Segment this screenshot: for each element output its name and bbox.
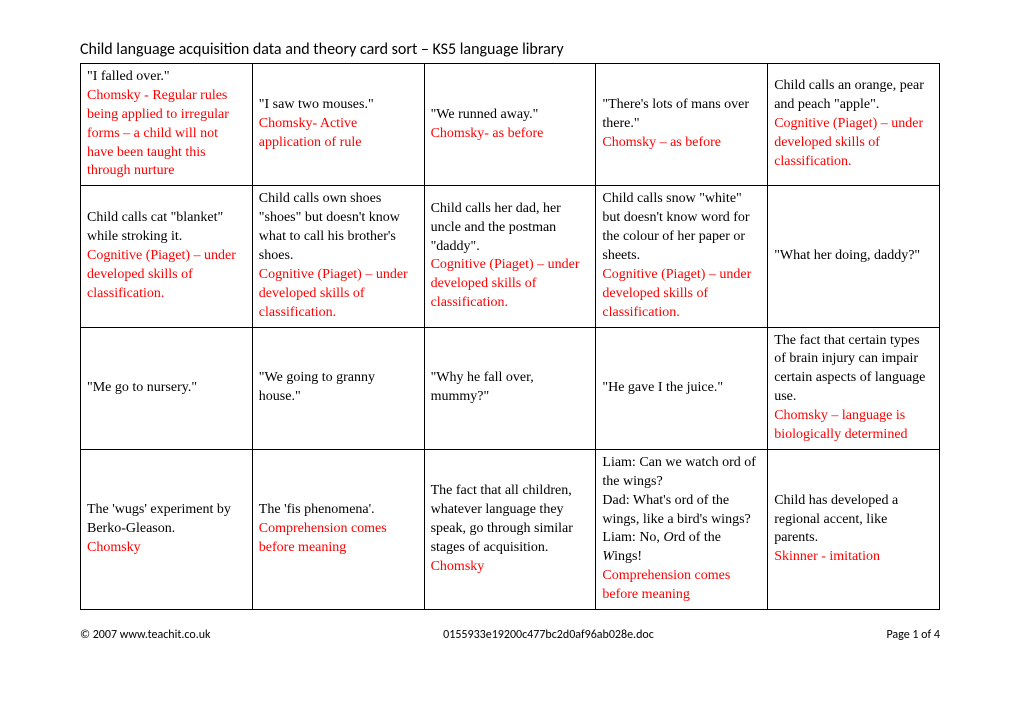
card-example: "He gave I the juice." xyxy=(602,379,761,398)
card-example: The 'fis phenomena'. xyxy=(259,501,418,520)
table-row: The 'wugs' experiment by Berko-Gleason.C… xyxy=(81,449,940,609)
card-cell: "I falled over."Chomsky - Regular rules … xyxy=(81,64,253,186)
table-row: Child calls cat "blanket" while stroking… xyxy=(81,186,940,327)
card-cell: Child calls snow "white" but doesn't kno… xyxy=(596,186,768,327)
card-example: "I falled over." xyxy=(87,68,246,87)
card-cell: "We runned away."Chomsky- as before xyxy=(424,64,596,186)
card-cell: "I saw two mouses."Chomsky- Active appli… xyxy=(252,64,424,186)
card-theory: Chomsky - Regular rules being applied to… xyxy=(87,87,246,181)
card-example: "There's lots of mans over there." xyxy=(602,96,761,134)
card-example: "We runned away." xyxy=(431,106,590,125)
footer-left: © 2007 www.teachit.co.uk xyxy=(80,628,210,642)
card-example: "Why he fall over, mummy?" xyxy=(431,369,590,407)
card-example: Child calls her dad, her uncle and the p… xyxy=(431,200,590,257)
card-cell: Child calls cat "blanket" while stroking… xyxy=(81,186,253,327)
card-cell: The fact that all children, whatever lan… xyxy=(424,449,596,609)
card-example: "Me go to nursery." xyxy=(87,379,246,398)
card-theory: Chomsky xyxy=(431,558,590,577)
card-cell: "We going to granny house." xyxy=(252,327,424,449)
card-theory: Chomsky- as before xyxy=(431,125,590,144)
card-theory: Skinner - imitation xyxy=(774,548,933,567)
card-theory: Chomsky xyxy=(87,539,246,558)
page-footer: © 2007 www.teachit.co.uk 0155933e19200c4… xyxy=(80,628,940,642)
card-cell: Liam: Can we watch ord of the wings?Dad:… xyxy=(596,449,768,609)
card-example: "What her doing, daddy?" xyxy=(774,247,933,266)
card-example: Child calls an orange, pear and peach "a… xyxy=(774,77,933,115)
card-cell: Child calls her dad, her uncle and the p… xyxy=(424,186,596,327)
card-sort-table: "I falled over."Chomsky - Regular rules … xyxy=(80,63,940,610)
footer-center: 0155933e19200c477bc2d0af96ab028e.doc xyxy=(443,628,654,642)
card-cell: "There's lots of mans over there."Chomsk… xyxy=(596,64,768,186)
card-cell: Child has developed a regional accent, l… xyxy=(768,449,940,609)
card-cell: The fact that certain types of brain inj… xyxy=(768,327,940,449)
card-example: The fact that certain types of brain inj… xyxy=(774,332,933,408)
card-cell: "He gave I the juice." xyxy=(596,327,768,449)
card-theory: Cognitive (Piaget) – under developed ski… xyxy=(602,266,761,323)
table-row: "Me go to nursery." "We going to granny h… xyxy=(81,327,940,449)
card-example: Child calls own shoes "shoes" but doesn'… xyxy=(259,190,418,266)
card-cell: "Why he fall over, mummy?" xyxy=(424,327,596,449)
card-example: Child has developed a regional accent, l… xyxy=(774,492,933,549)
card-theory: Cognitive (Piaget) – under developed ski… xyxy=(259,266,418,323)
card-example: Liam: Can we watch ord of the wings?Dad:… xyxy=(602,454,761,567)
table-row: "I falled over."Chomsky - Regular rules … xyxy=(81,64,940,186)
card-cell: Child calls an orange, pear and peach "a… xyxy=(768,64,940,186)
card-example: Child calls cat "blanket" while stroking… xyxy=(87,209,246,247)
card-cell: "What her doing, daddy?" xyxy=(768,186,940,327)
card-theory: Cognitive (Piaget) – under developed ski… xyxy=(87,247,246,304)
card-theory: Chomsky – language is biologically deter… xyxy=(774,407,933,445)
card-theory: Chomsky- Active application of rule xyxy=(259,115,418,153)
card-example: "We going to granny house." xyxy=(259,369,418,407)
footer-right: Page 1 of 4 xyxy=(886,628,940,642)
card-cell: The 'fis phenomena'.Comprehension comes … xyxy=(252,449,424,609)
page-title: Child language acquisition data and theo… xyxy=(80,40,940,59)
card-example: Child calls snow "white" but doesn't kno… xyxy=(602,190,761,266)
card-cell: Child calls own shoes "shoes" but doesn'… xyxy=(252,186,424,327)
card-example: The 'wugs' experiment by Berko-Gleason. xyxy=(87,501,246,539)
card-example: The fact that all children, whatever lan… xyxy=(431,482,590,558)
card-theory: Comprehension comes before meaning xyxy=(259,520,418,558)
card-theory: Comprehension comes before meaning xyxy=(602,567,761,605)
card-example: "I saw two mouses." xyxy=(259,96,418,115)
card-theory: Cognitive (Piaget) – under developed ski… xyxy=(774,115,933,172)
card-theory: Cognitive (Piaget) – under developed ski… xyxy=(431,256,590,313)
card-cell: The 'wugs' experiment by Berko-Gleason.C… xyxy=(81,449,253,609)
card-theory: Chomsky – as before xyxy=(602,134,761,153)
card-cell: "Me go to nursery." xyxy=(81,327,253,449)
